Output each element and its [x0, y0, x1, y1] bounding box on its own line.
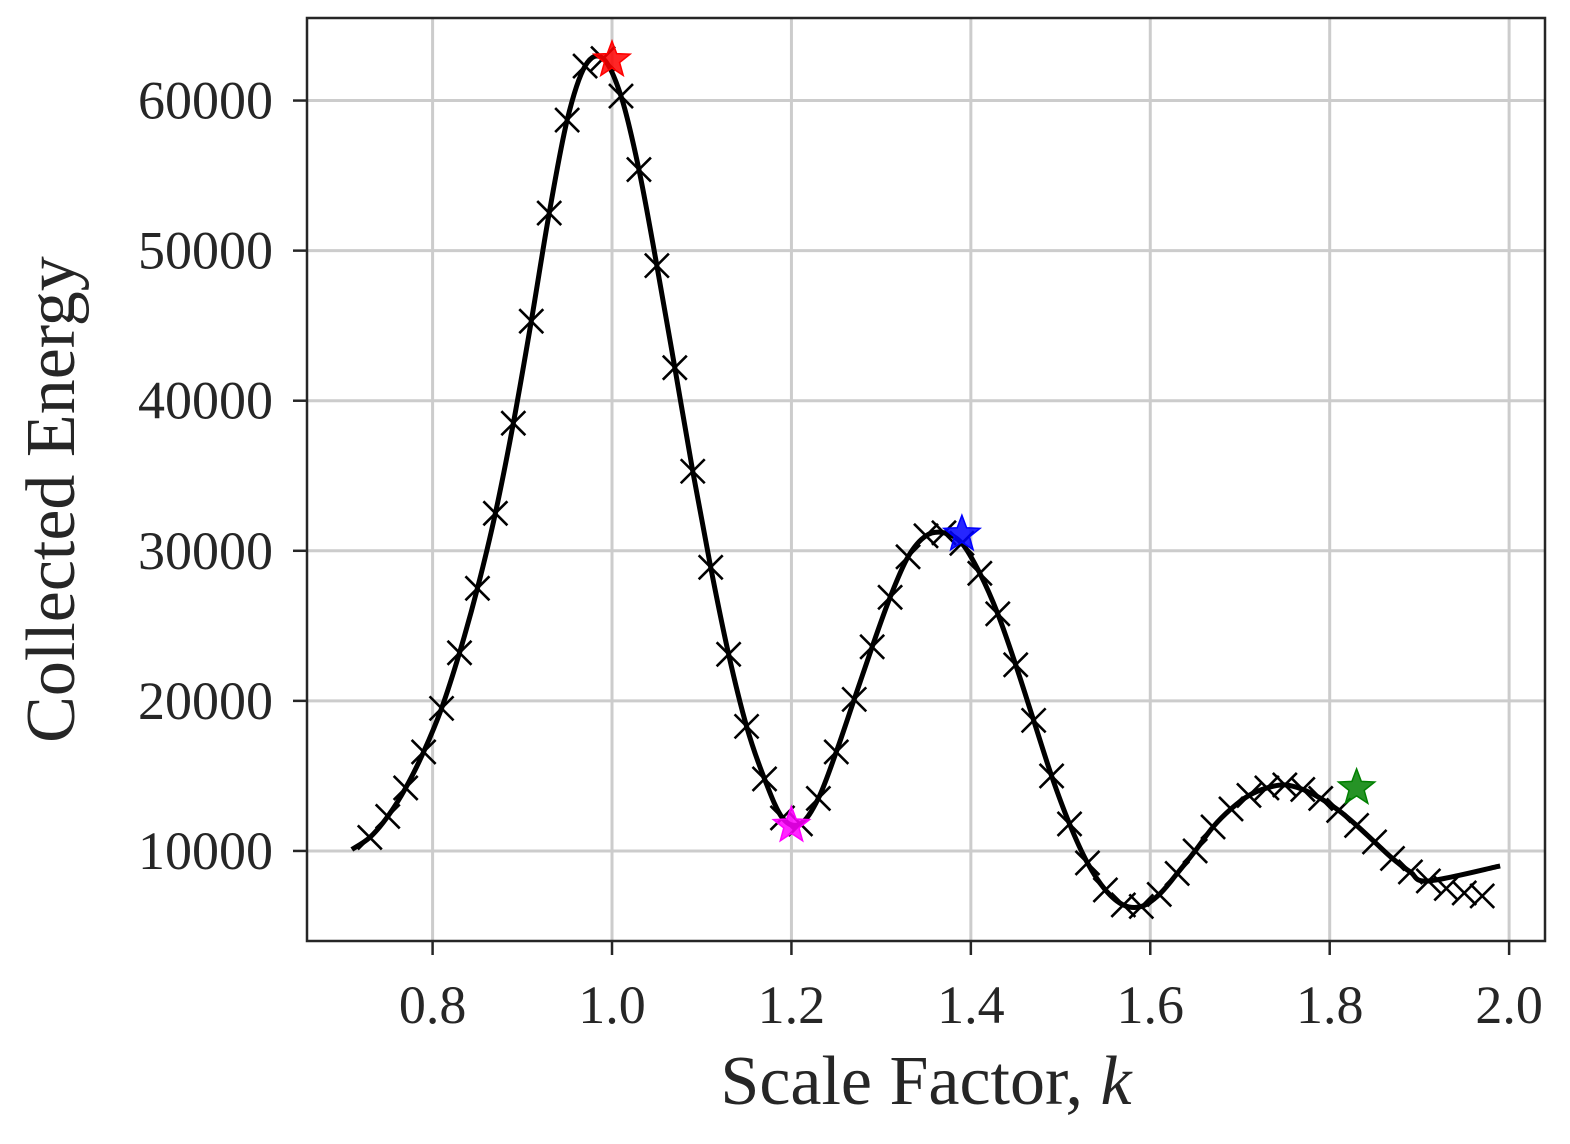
data-point-marker: [1451, 880, 1478, 906]
data-point-marker: [1433, 875, 1460, 902]
highlight-star-marker: [941, 513, 983, 552]
x-axis-label-variable: k: [1101, 1043, 1134, 1120]
y-tick-label: 30000: [138, 521, 273, 581]
x-tick-label: 2.0: [1475, 975, 1543, 1035]
data-point-marker: [1289, 776, 1316, 803]
data-point-marker: [1236, 782, 1262, 809]
data-point-marker: [733, 713, 760, 740]
data-point-marker: [984, 600, 1011, 627]
data-point-marker: [428, 695, 455, 722]
data-point-marker: [877, 584, 904, 611]
data-point-marker: [643, 252, 670, 279]
x-tick-label: 1.2: [758, 975, 826, 1035]
data-point-marker: [805, 785, 832, 812]
data-point-marker: [715, 641, 742, 668]
data-point-marker: [841, 686, 868, 713]
data-point-marker: [1415, 868, 1442, 894]
data-point-marker: [410, 738, 437, 765]
data-point-marker: [1397, 859, 1424, 885]
data-point-marker: [500, 410, 527, 437]
data-point-marker: [1128, 893, 1155, 920]
data-point-marker: [1271, 771, 1298, 798]
grid: [307, 18, 1545, 941]
x-tick-label: 1.4: [937, 975, 1005, 1035]
highlight-star-marker: [591, 38, 633, 78]
y-tick-label: 40000: [138, 371, 273, 431]
data-point-marker: [626, 156, 652, 183]
data-point-marker: [608, 83, 634, 109]
y-tick-label: 50000: [138, 221, 273, 281]
axis-ticks: 0.8 1.0 1.2 1.4 1.6 1.8 2.0 10000 20000 30000 4000…: [138, 71, 1543, 1035]
series-layer: [350, 38, 1501, 920]
y-tick-label: 20000: [138, 671, 273, 731]
data-point-marker: [356, 824, 383, 851]
data-point-marker: [1146, 881, 1173, 908]
data-point-marker: [1164, 860, 1191, 887]
x-axis-label-text: Scale Factor,: [720, 1043, 1100, 1120]
data-point-marker: [392, 774, 419, 801]
data-point-marker: [1182, 838, 1209, 864]
data-point-marker: [679, 458, 706, 485]
data-point-marker: [966, 560, 993, 587]
data-point-marker: [1307, 785, 1334, 812]
highlight-star-marker: [1336, 766, 1377, 806]
data-point-marker: [1002, 651, 1029, 678]
data-point-marker: [374, 803, 401, 830]
y-tick-label: 60000: [138, 71, 273, 131]
data-point-marker: [518, 308, 545, 335]
data-point-marker: [1074, 850, 1101, 876]
data-point-marker: [1092, 877, 1119, 903]
highlight-star-marker: [771, 804, 812, 843]
data-point-marker: [931, 519, 957, 546]
data-point-marker: [823, 738, 850, 765]
data-point-marker: [1218, 796, 1244, 822]
data-point-marker: [482, 500, 509, 527]
x-tick-label: 1.0: [578, 975, 646, 1035]
x-axis-label: Scale Factor, k: [720, 1043, 1133, 1120]
x-tick-label: 1.6: [1117, 975, 1185, 1035]
data-point-marker: [572, 53, 599, 79]
y-axis-label: Collected Energy: [13, 256, 90, 743]
data-point-marker: [554, 107, 581, 133]
data-point-marker: [661, 354, 688, 381]
y-tick-label: 10000: [138, 821, 273, 881]
data-point-marker: [1020, 707, 1047, 734]
data-point-marker: [1038, 762, 1065, 789]
series-line: [350, 53, 1501, 910]
data-point-marker: [913, 522, 939, 549]
data-point-marker: [1379, 845, 1406, 872]
data-point-marker: [1469, 883, 1496, 909]
data-point-marker: [751, 765, 778, 792]
data-point-marker: [446, 639, 473, 666]
x-tick-label: 1.8: [1296, 975, 1364, 1035]
x-tick-label: 0.8: [399, 975, 467, 1035]
data-point-marker: [536, 200, 563, 227]
data-point-marker: [464, 575, 491, 602]
plot-frame: [305, 16, 1547, 943]
data-point-marker: [697, 554, 724, 581]
data-point-marker: [1056, 811, 1083, 837]
data-point-marker: [859, 633, 886, 660]
data-point-marker: [895, 543, 921, 570]
